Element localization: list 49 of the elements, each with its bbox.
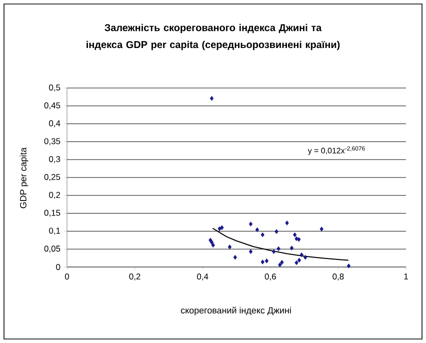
- point: [280, 260, 284, 265]
- point: [294, 236, 298, 242]
- point: [274, 229, 278, 234]
- point: [294, 260, 298, 266]
- x-tick-label: 0,2: [129, 274, 140, 280]
- point: [278, 262, 282, 268]
- point: [272, 249, 276, 254]
- y-tick-label: 0,45: [44, 102, 60, 110]
- x-tick-label: 0: [64, 274, 70, 280]
- point: [276, 246, 280, 252]
- point: [233, 254, 237, 260]
- y-axis-title: GDP per capita: [20, 147, 28, 208]
- point: [264, 258, 269, 264]
- y-tick-label: 0,4: [49, 120, 60, 128]
- point: [300, 252, 304, 258]
- point: [346, 264, 351, 268]
- line-series: [212, 228, 349, 261]
- y-tick-label: 0: [56, 264, 60, 270]
- y-tick-label: 0,2: [49, 192, 60, 199]
- x-axis-title: скорегований індекс Джині: [180, 306, 291, 316]
- point: [211, 242, 215, 248]
- chart-title: Залежність скорегованого індекса Джині та індекса GDP per capita (середньорозвинені країни): [86, 24, 340, 50]
- y-tick-label: 0,5: [49, 84, 60, 92]
- point: [210, 96, 214, 101]
- point: [228, 244, 232, 250]
- point: [260, 232, 264, 238]
- y-tick-label: 0,1: [49, 228, 60, 235]
- point: [320, 226, 324, 232]
- y-tick-label: 0,35: [44, 138, 60, 146]
- x-tick-label: 0,8: [332, 274, 344, 280]
- point: [285, 220, 289, 226]
- point: [220, 225, 224, 230]
- point: [260, 260, 264, 264]
- y-tick-label: 0,05: [44, 246, 60, 253]
- x-tick-label: 0,6: [264, 274, 276, 280]
- point: [290, 246, 294, 250]
- point: [248, 249, 253, 254]
- point: [255, 227, 260, 232]
- y-tick-label: 0,25: [44, 174, 60, 181]
- y-tick-label: 0,15: [44, 210, 60, 217]
- y-tick-label: 0,3: [49, 156, 60, 164]
- x-tick-label: 1: [404, 274, 408, 280]
- point: [297, 258, 302, 263]
- point: [292, 232, 297, 238]
- point: [218, 226, 222, 232]
- x-tick-label: 0,4: [197, 274, 208, 280]
- point: [303, 254, 308, 260]
- point: [248, 222, 253, 226]
- point: [297, 237, 301, 242]
